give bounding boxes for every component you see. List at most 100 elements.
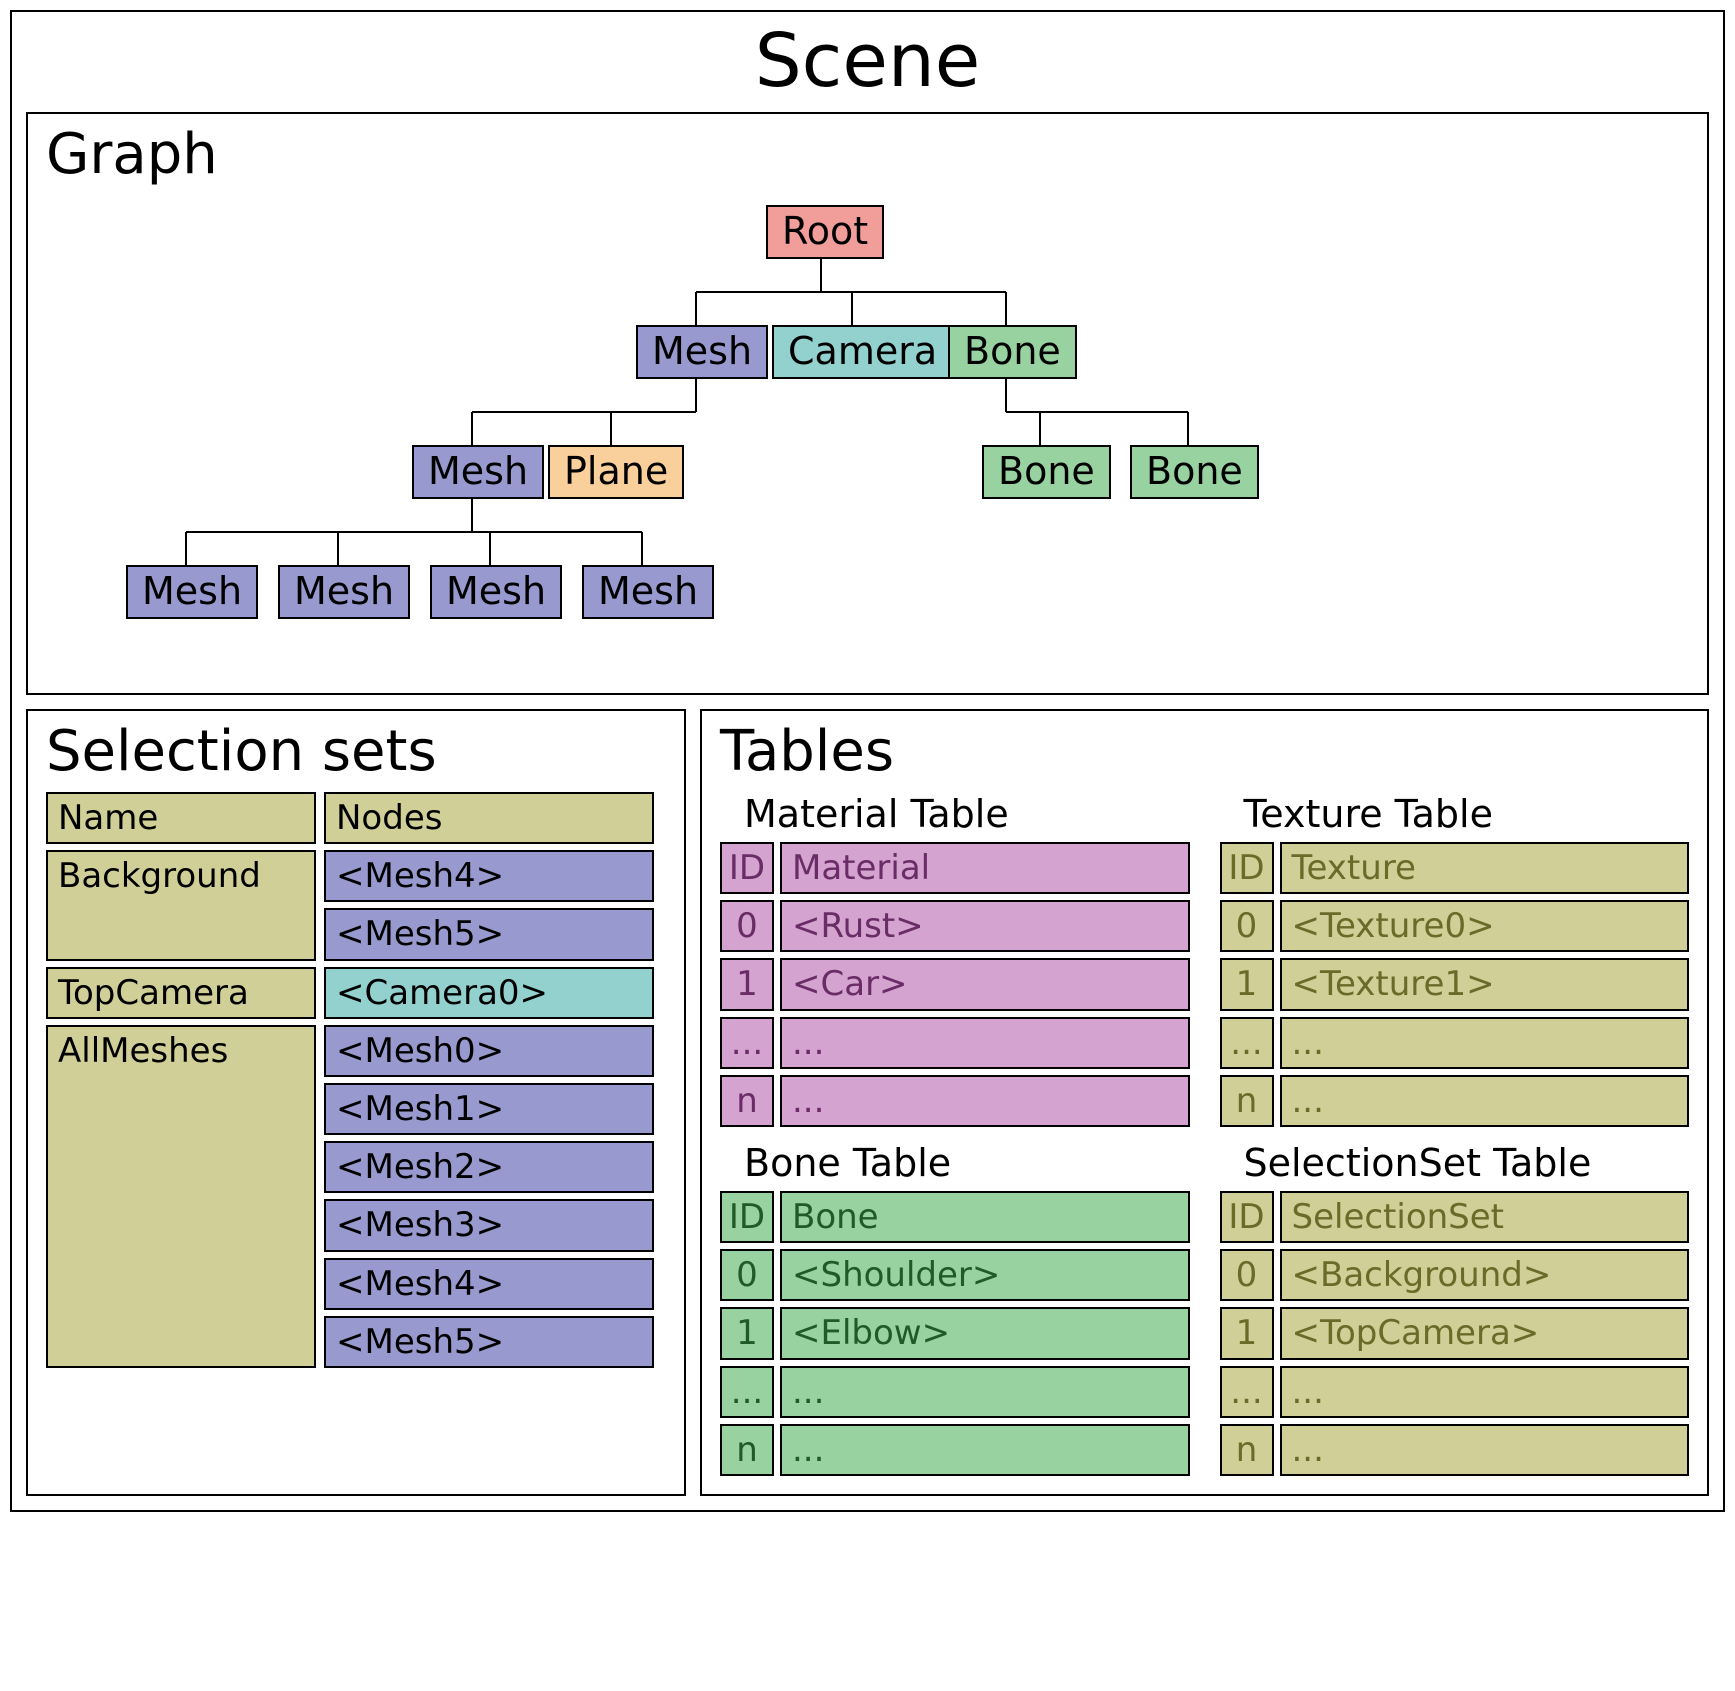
selection-node: <Mesh2> — [324, 1141, 654, 1193]
graph-node-root: Root — [766, 205, 884, 259]
selection-name-allmeshes: AllMeshes — [46, 1025, 316, 1368]
table-cell-id: 1 — [720, 958, 774, 1010]
table-row: IDSelectionSet — [1220, 1191, 1690, 1243]
table-cell-id: 1 — [1220, 1307, 1274, 1359]
table-cell-value: <Elbow> — [780, 1307, 1190, 1359]
selection-header-nodes: Nodes — [324, 792, 654, 844]
selection-node: <Mesh4> — [324, 1258, 654, 1310]
bottom-row: Selection sets NameNodesBackground<Mesh4… — [26, 709, 1709, 1496]
table-cell-value: <Background> — [1280, 1249, 1690, 1301]
graph-node-bone3: Bone — [1130, 445, 1259, 499]
table-row: n... — [720, 1075, 1190, 1127]
table-cell-value: Material — [780, 842, 1190, 894]
selection-name-background: Background — [46, 850, 316, 960]
table-cell-id: 1 — [720, 1307, 774, 1359]
table-row: 0<Background> — [1220, 1249, 1690, 1301]
table-cell-id: 0 — [1220, 1249, 1274, 1301]
table-bone-table: Bone TableIDBone0<Shoulder>1<Elbow>.....… — [720, 1141, 1190, 1476]
table-row: 0<Shoulder> — [720, 1249, 1190, 1301]
selection-panel: Selection sets NameNodesBackground<Mesh4… — [26, 709, 686, 1496]
selection-title: Selection sets — [46, 719, 666, 784]
tables-grid: Material TableIDMaterial0<Rust>1<Car>...… — [720, 792, 1689, 1476]
selection-node: <Mesh5> — [324, 908, 654, 960]
table-cell-value: ... — [780, 1366, 1190, 1418]
table-cell-value: <Car> — [780, 958, 1190, 1010]
graph-panel: Graph RootMeshCameraBoneMeshPlaneBoneBon… — [26, 112, 1709, 695]
table-row: 0<Rust> — [720, 900, 1190, 952]
scene-title: Scene — [26, 18, 1709, 104]
selection-node: <Mesh0> — [324, 1025, 654, 1077]
graph-node-plane: Plane — [548, 445, 684, 499]
table-cell-id: ID — [1220, 842, 1274, 894]
graph-node-mesh5: Mesh — [430, 565, 562, 619]
graph-node-mesh1: Mesh — [636, 325, 768, 379]
table-cell-value: <Shoulder> — [780, 1249, 1190, 1301]
table-material-table: Material TableIDMaterial0<Rust>1<Car>...… — [720, 792, 1190, 1127]
table-row: IDTexture — [1220, 842, 1690, 894]
table-cell-value: Bone — [780, 1191, 1190, 1243]
table-cell-id: ... — [1220, 1017, 1274, 1069]
table-cell-id: ID — [1220, 1191, 1274, 1243]
selection-nodes-allmeshes: <Mesh0><Mesh1><Mesh2><Mesh3><Mesh4><Mesh… — [324, 1025, 654, 1368]
table-cell-value: ... — [1280, 1075, 1690, 1127]
table-title: Material Table — [744, 792, 1190, 836]
table-row: n... — [1220, 1424, 1690, 1476]
table-title: Texture Table — [1244, 792, 1690, 836]
tables-panel: Tables Material TableIDMaterial0<Rust>1<… — [700, 709, 1709, 1496]
selection-node: <Mesh4> — [324, 850, 654, 902]
table-cell-value: ... — [1280, 1017, 1690, 1069]
selection-node: <Mesh1> — [324, 1083, 654, 1135]
table-cell-id: ... — [1220, 1366, 1274, 1418]
table-row: ...... — [720, 1366, 1190, 1418]
graph-area: RootMeshCameraBoneMeshPlaneBoneBoneMeshM… — [46, 195, 1686, 675]
table-cell-id: ID — [720, 1191, 774, 1243]
table-cell-value: ... — [780, 1075, 1190, 1127]
table-cell-id: n — [1220, 1075, 1274, 1127]
table-cell-value: <TopCamera> — [1280, 1307, 1690, 1359]
table-row: 0<Texture0> — [1220, 900, 1690, 952]
table-row: IDBone — [720, 1191, 1190, 1243]
table-row: ...... — [720, 1017, 1190, 1069]
table-cell-id: ... — [720, 1017, 774, 1069]
table-cell-value: ... — [780, 1424, 1190, 1476]
graph-node-bone1: Bone — [948, 325, 1077, 379]
table-texture-table: Texture TableIDTexture0<Texture0>1<Textu… — [1220, 792, 1690, 1127]
table-cell-value: ... — [1280, 1424, 1690, 1476]
table-cell-id: n — [720, 1075, 774, 1127]
tables-title: Tables — [720, 719, 1689, 784]
table-cell-id: 0 — [720, 1249, 774, 1301]
table-cell-value: SelectionSet — [1280, 1191, 1690, 1243]
graph-node-mesh3: Mesh — [126, 565, 258, 619]
graph-node-camera: Camera — [772, 325, 953, 379]
selection-grid: NameNodesBackground<Mesh4><Mesh5>TopCame… — [46, 792, 666, 1368]
table-cell-value: <Texture1> — [1280, 958, 1690, 1010]
graph-node-mesh2: Mesh — [412, 445, 544, 499]
table-row: 1<Car> — [720, 958, 1190, 1010]
selection-name-topcamera: TopCamera — [46, 967, 316, 1019]
table-cell-id: ... — [720, 1366, 774, 1418]
table-row: 1<TopCamera> — [1220, 1307, 1690, 1359]
table-cell-id: ID — [720, 842, 774, 894]
selection-nodes-topcamera: <Camera0> — [324, 967, 654, 1019]
selection-node: <Camera0> — [324, 967, 654, 1019]
scene-container: Scene Graph RootMeshCameraBoneMeshPlaneB… — [10, 10, 1725, 1512]
table-cell-value: <Texture0> — [1280, 900, 1690, 952]
graph-node-bone2: Bone — [982, 445, 1111, 499]
table-cell-id: n — [720, 1424, 774, 1476]
table-selectionset-table: SelectionSet TableIDSelectionSet0<Backgr… — [1220, 1141, 1690, 1476]
table-cell-id: 1 — [1220, 958, 1274, 1010]
table-cell-id: 0 — [720, 900, 774, 952]
table-cell-id: n — [1220, 1424, 1274, 1476]
table-cell-value: <Rust> — [780, 900, 1190, 952]
selection-nodes-background: <Mesh4> <Mesh5> — [324, 850, 654, 960]
graph-title: Graph — [46, 122, 1689, 187]
table-cell-id: 0 — [1220, 900, 1274, 952]
selection-header-name: Name — [46, 792, 316, 844]
table-title: SelectionSet Table — [1244, 1141, 1690, 1185]
table-row: ...... — [1220, 1366, 1690, 1418]
table-row: ...... — [1220, 1017, 1690, 1069]
table-title: Bone Table — [744, 1141, 1190, 1185]
table-cell-value: ... — [780, 1017, 1190, 1069]
table-cell-value: ... — [1280, 1366, 1690, 1418]
table-row: n... — [720, 1424, 1190, 1476]
